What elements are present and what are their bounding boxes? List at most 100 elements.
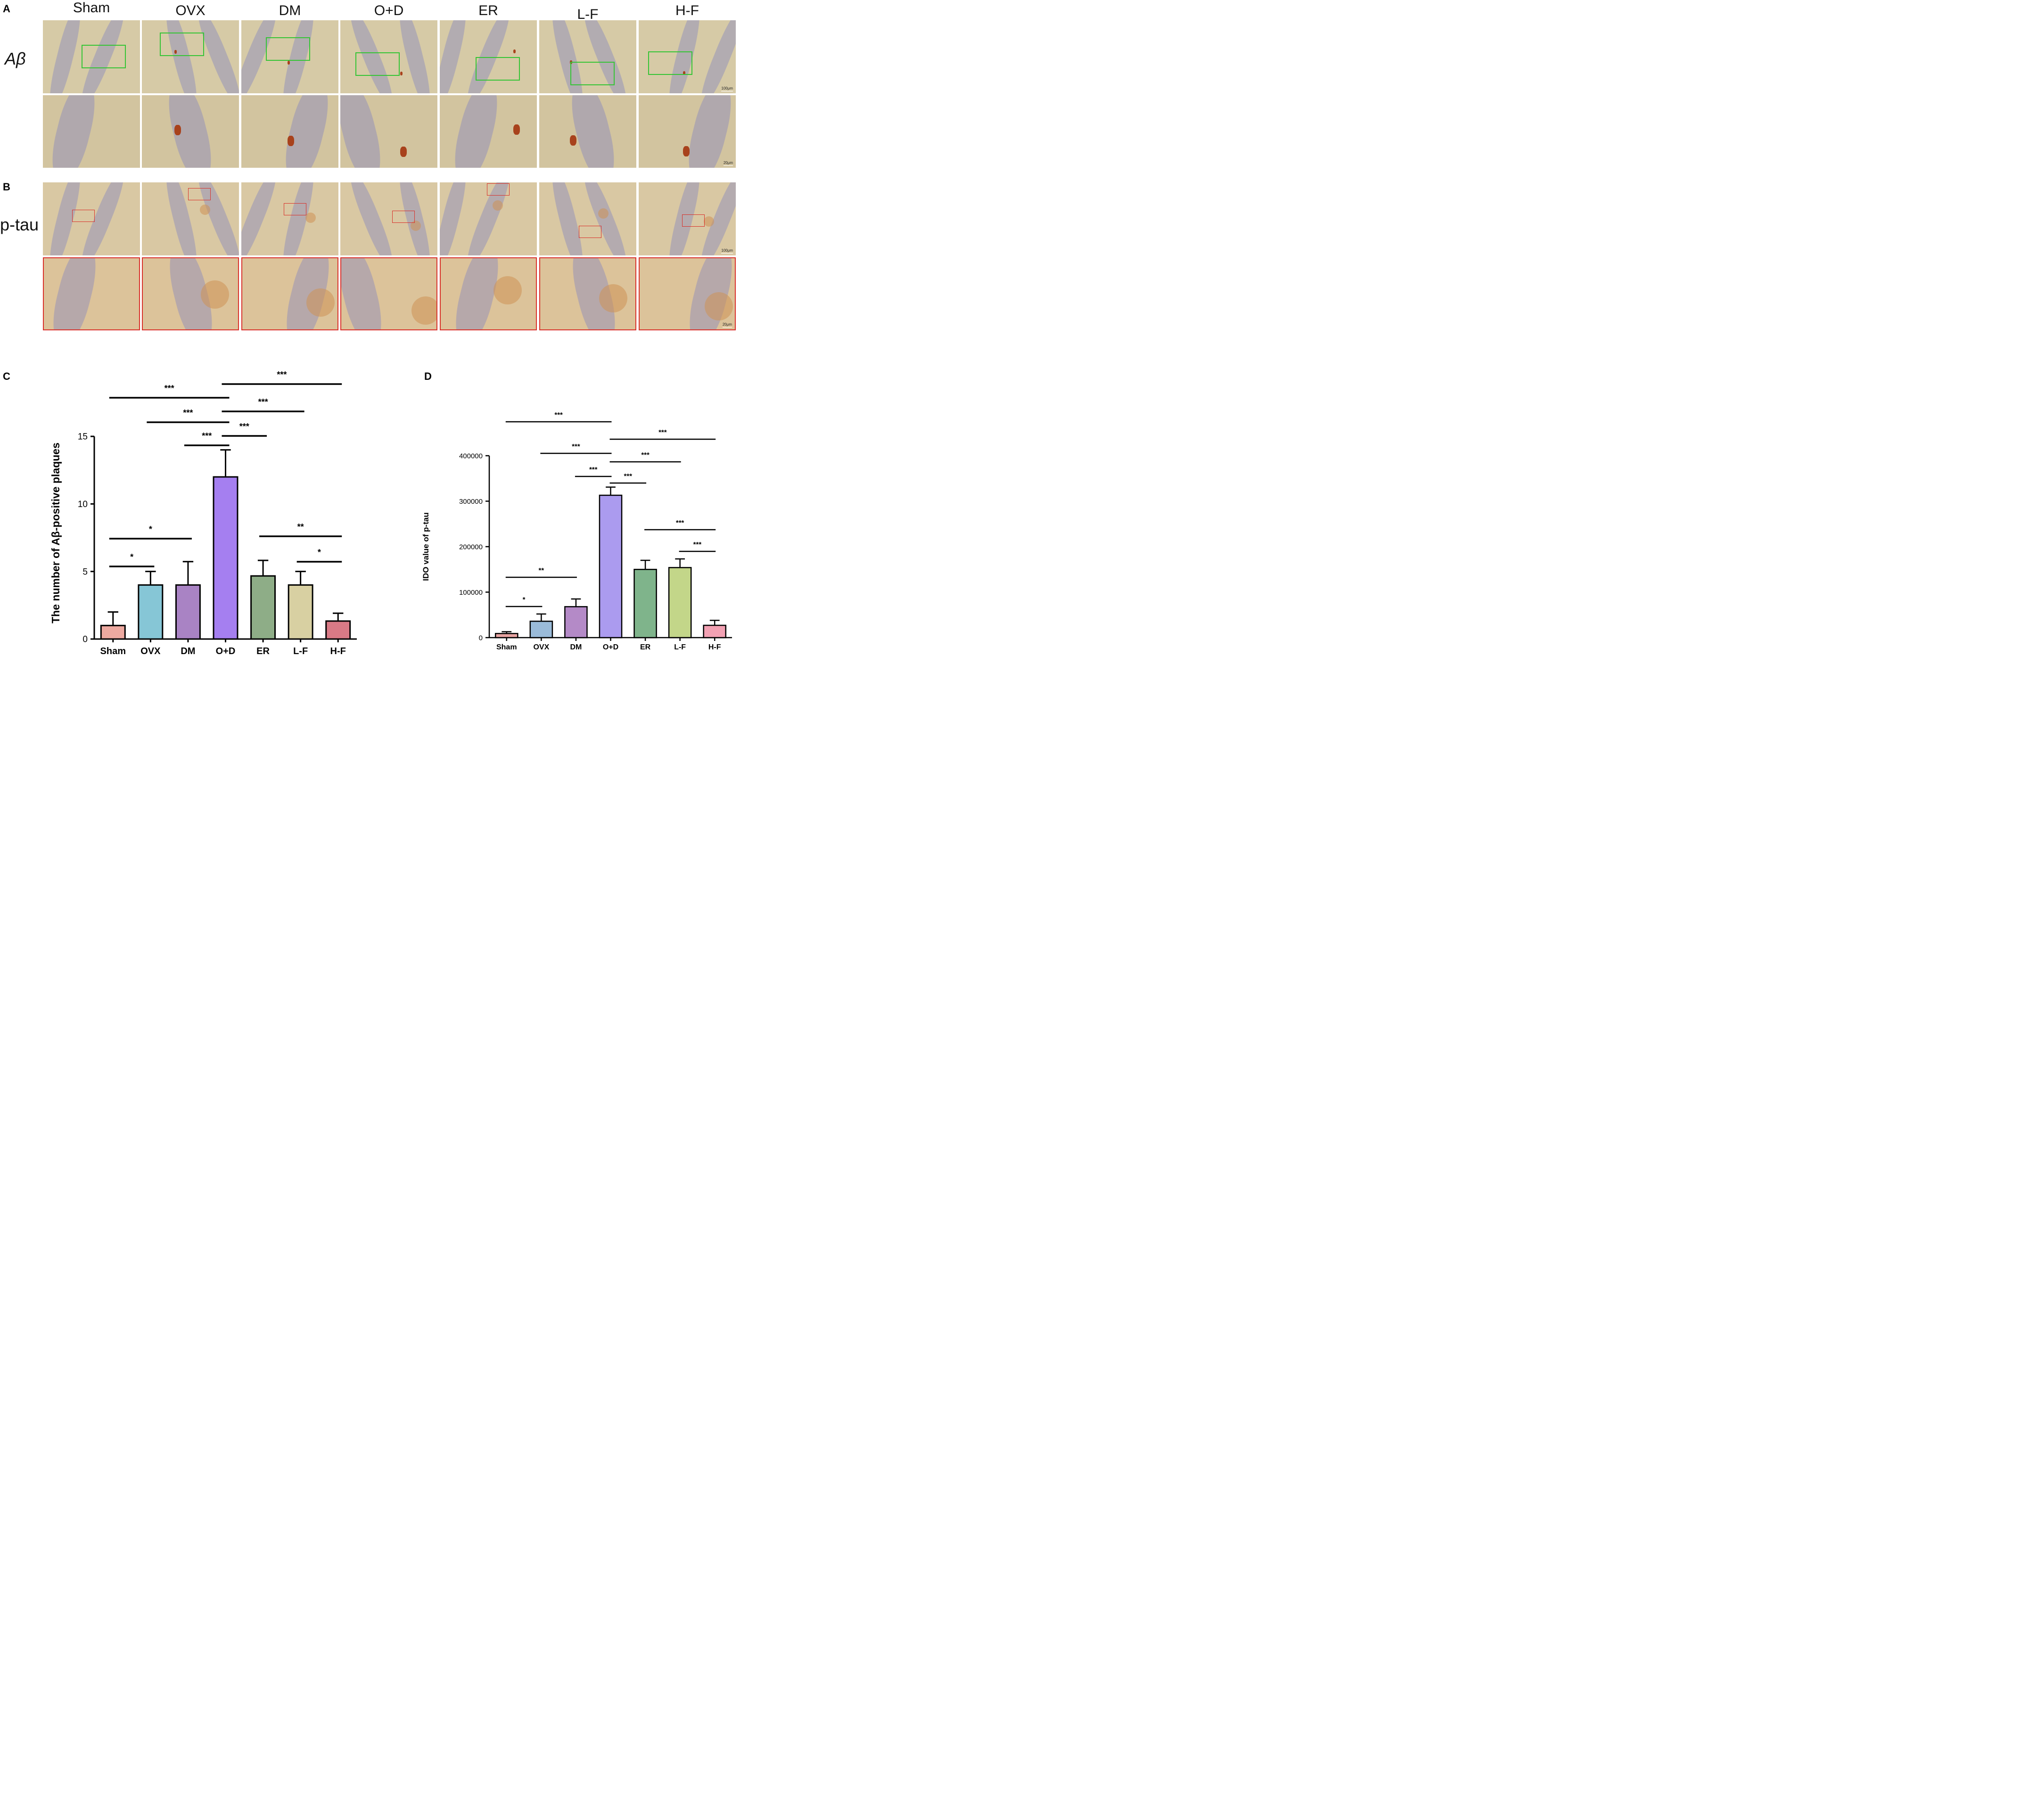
bar-o-d [599, 494, 623, 639]
bar-l-f [668, 567, 692, 639]
bar-l-f [288, 584, 313, 640]
significance-label: *** [641, 451, 650, 459]
micrograph-tile [142, 95, 239, 168]
micrograph-tile [142, 20, 239, 93]
significance-label: *** [658, 428, 667, 436]
y-tick-label: 300000 [459, 498, 483, 506]
significance-label: *** [183, 408, 193, 418]
bar-sham [100, 624, 126, 640]
x-tick-label: H-F [708, 643, 721, 651]
group-header: DM [279, 3, 301, 18]
significance-label: ** [539, 566, 544, 574]
x-tick-label: OVX [533, 643, 549, 651]
scale-bar-label: 100μm [721, 248, 733, 253]
y-tick-label: 0 [479, 634, 483, 642]
micrograph-tile [539, 95, 636, 168]
micrograph-tile [440, 20, 537, 93]
micrograph-tile [340, 182, 437, 255]
micrograph-tile [241, 182, 338, 255]
micrograph-tile [43, 257, 140, 330]
significance-label: *** [572, 443, 580, 451]
y-tick-label: 0 [82, 635, 88, 645]
micrograph-tile [142, 182, 239, 255]
micrograph-tile [440, 95, 537, 168]
micrograph-tile [340, 20, 437, 93]
significance-label: *** [277, 370, 287, 379]
micrograph-tile [340, 95, 437, 168]
y-tick-label: 15 [78, 432, 88, 442]
micrograph-tile [43, 95, 140, 168]
micrograph-tile [340, 257, 437, 330]
group-header: ER [478, 3, 498, 18]
y-tick-label: 5 [82, 567, 88, 577]
micrograph-tile [241, 257, 338, 330]
scale-bar: 100μm [721, 248, 733, 254]
panel-label-b: B [3, 181, 10, 193]
bar-sham [494, 633, 518, 639]
row-label-abeta: Aβ [5, 49, 26, 68]
x-tick-label: O+D [216, 646, 236, 656]
significance-label: * [130, 552, 133, 562]
significance-label: *** [554, 411, 563, 419]
significance-label: * [523, 596, 526, 604]
y-tick-label: 400000 [459, 452, 483, 460]
panel-label-d: D [424, 370, 432, 382]
significance-label: * [318, 548, 321, 557]
scale-bar-label: 100μm [721, 86, 733, 90]
significance-label: *** [239, 422, 249, 431]
group-header: H-F [675, 3, 699, 18]
micrograph-tile [241, 95, 338, 168]
micrograph-tile [539, 20, 636, 93]
bar-er [250, 575, 276, 640]
panel-label-c: C [3, 370, 10, 382]
x-tick-label: ER [256, 646, 270, 656]
significance-label: *** [258, 397, 268, 407]
micrograph-tile: 100μm [639, 20, 736, 93]
bar-dm [564, 606, 588, 639]
micrograph-tile [43, 20, 140, 93]
micrograph-tile: 100μm [639, 182, 736, 255]
x-tick-label: OVX [140, 646, 161, 656]
group-header: Sham [73, 0, 110, 16]
chart-d: 0 100000 200000 300000 400000 IDO value of p-… [421, 411, 732, 651]
micrograph-tile [241, 20, 338, 93]
significance-label: *** [165, 384, 174, 393]
micrograph-tile: 20μm [639, 95, 736, 168]
x-tick-label: ER [640, 643, 651, 651]
scale-bar: 20μm [722, 322, 732, 328]
x-tick-label: DM [181, 646, 195, 656]
chart-c: 0 5 10 15 The number of Aβ-positive plaques S… [49, 370, 357, 656]
panel-label-a: A [3, 3, 10, 15]
bar-o-d [213, 476, 239, 640]
micrograph-tile [440, 182, 537, 255]
x-tick-label: O+D [603, 643, 618, 651]
significance-label: *** [624, 472, 633, 480]
row-label-ptau: p-tau [0, 215, 39, 234]
scale-bar-label: 20μm [722, 322, 732, 327]
micrograph-tile [539, 182, 636, 255]
bar-er [633, 569, 657, 639]
group-header: L-F [577, 7, 599, 22]
y-tick-label: 100000 [459, 589, 483, 597]
y-axis-label: IDO value of p-tau [421, 512, 430, 581]
x-tick-label: L-F [674, 643, 686, 651]
y-axis-label: The number of Aβ-positive plaques [49, 443, 62, 623]
significance-label: * [149, 525, 152, 534]
y-tick-label: 10 [78, 500, 88, 509]
bar-dm [175, 584, 201, 640]
group-header: OVX [175, 3, 206, 18]
significance-label: *** [589, 466, 598, 474]
y-tick-label: 200000 [459, 543, 483, 551]
significance-label: *** [202, 431, 212, 441]
significance-label: *** [676, 519, 684, 527]
micrograph-tile [142, 257, 239, 330]
x-tick-label: L-F [293, 646, 308, 656]
x-tick-label: Sham [100, 646, 126, 656]
bar-h-f [325, 620, 351, 640]
bar-ovx [138, 584, 164, 640]
micrograph-tile: 20μm [639, 257, 736, 330]
scale-bar: 20μm [723, 161, 733, 166]
significance-label: *** [693, 541, 702, 549]
x-tick-label: Sham [496, 643, 517, 651]
micrograph-tile [539, 257, 636, 330]
